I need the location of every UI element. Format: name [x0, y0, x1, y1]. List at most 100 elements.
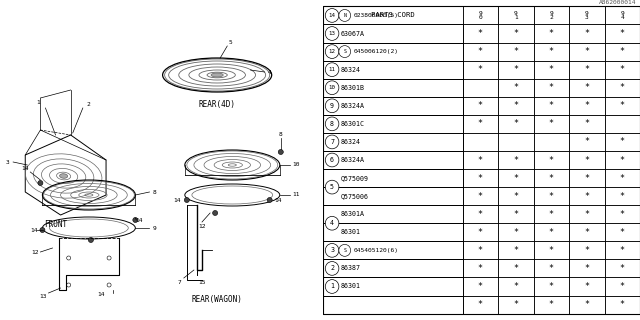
Bar — [323, 223, 463, 241]
Bar — [605, 277, 640, 296]
Ellipse shape — [60, 174, 68, 178]
Bar — [569, 260, 605, 277]
Bar — [323, 79, 463, 97]
Text: 3: 3 — [5, 159, 9, 164]
Text: *: * — [548, 282, 554, 291]
Circle shape — [325, 63, 339, 76]
Bar — [498, 223, 534, 241]
Text: *: * — [548, 228, 554, 237]
Text: N: N — [343, 13, 346, 18]
Bar — [569, 97, 605, 115]
Text: 7: 7 — [330, 139, 334, 145]
Bar — [605, 60, 640, 79]
Circle shape — [184, 197, 189, 203]
Text: *: * — [478, 156, 483, 164]
Bar — [569, 223, 605, 241]
Bar — [534, 223, 569, 241]
Text: *: * — [584, 156, 589, 164]
Bar — [463, 241, 498, 260]
Bar — [569, 187, 605, 205]
Text: *: * — [513, 228, 518, 237]
Text: *: * — [620, 228, 625, 237]
Circle shape — [325, 81, 339, 95]
Text: 86301: 86301 — [340, 284, 360, 290]
Bar — [323, 169, 463, 187]
Text: *: * — [584, 83, 589, 92]
Bar — [323, 24, 463, 43]
Circle shape — [325, 180, 339, 194]
Bar — [463, 223, 498, 241]
Bar — [463, 115, 498, 133]
Circle shape — [325, 153, 339, 167]
Bar — [498, 115, 534, 133]
Bar — [498, 43, 534, 60]
Text: 5: 5 — [330, 184, 334, 190]
Text: *: * — [548, 29, 554, 38]
Bar — [323, 151, 463, 169]
Bar — [605, 241, 640, 260]
Circle shape — [325, 280, 339, 293]
Bar — [534, 187, 569, 205]
Text: 6: 6 — [330, 157, 334, 163]
Text: *: * — [478, 228, 483, 237]
Circle shape — [339, 10, 351, 21]
Bar — [498, 296, 534, 314]
Text: 7: 7 — [178, 281, 182, 285]
Bar — [323, 6, 463, 24]
Text: 86301A: 86301A — [340, 211, 365, 217]
Text: S: S — [343, 248, 346, 253]
Bar — [498, 133, 534, 151]
Text: 14: 14 — [274, 197, 282, 203]
Bar — [323, 187, 463, 205]
Text: 9
0: 9 0 — [479, 11, 482, 20]
Text: *: * — [513, 210, 518, 219]
Text: 13: 13 — [40, 293, 47, 299]
Circle shape — [325, 99, 339, 113]
Text: *: * — [620, 83, 625, 92]
Text: 14: 14 — [22, 166, 29, 172]
Bar — [463, 277, 498, 296]
Text: 14: 14 — [97, 292, 105, 298]
Text: 86301C: 86301C — [340, 121, 365, 127]
Text: *: * — [620, 29, 625, 38]
Bar — [323, 241, 463, 260]
Bar — [605, 24, 640, 43]
Bar — [605, 115, 640, 133]
Bar — [605, 260, 640, 277]
Text: *: * — [584, 210, 589, 219]
Bar — [463, 296, 498, 314]
Bar — [463, 97, 498, 115]
Text: 9
3: 9 3 — [585, 11, 589, 20]
Text: *: * — [548, 156, 554, 164]
Text: *: * — [620, 65, 625, 74]
Bar — [569, 277, 605, 296]
Bar — [498, 97, 534, 115]
Bar — [605, 151, 640, 169]
Text: 1: 1 — [36, 100, 40, 106]
Bar — [498, 79, 534, 97]
Text: *: * — [620, 210, 625, 219]
Bar — [498, 241, 534, 260]
Circle shape — [267, 197, 272, 203]
Text: *: * — [584, 192, 589, 201]
Text: *: * — [548, 300, 554, 309]
Text: 023806000(5): 023806000(5) — [354, 13, 399, 18]
Bar — [569, 60, 605, 79]
Bar — [569, 151, 605, 169]
Bar — [498, 24, 534, 43]
Text: *: * — [584, 300, 589, 309]
Text: *: * — [478, 29, 483, 38]
Circle shape — [325, 27, 339, 40]
Text: 14: 14 — [136, 218, 143, 222]
Bar — [498, 151, 534, 169]
Text: 12: 12 — [31, 250, 39, 254]
Text: *: * — [548, 192, 554, 201]
Bar — [323, 97, 463, 115]
Text: *: * — [584, 101, 589, 110]
Bar — [323, 97, 463, 115]
Bar — [323, 241, 463, 260]
Text: *: * — [513, 29, 518, 38]
Bar — [323, 60, 463, 79]
Circle shape — [325, 117, 339, 131]
Text: *: * — [584, 264, 589, 273]
